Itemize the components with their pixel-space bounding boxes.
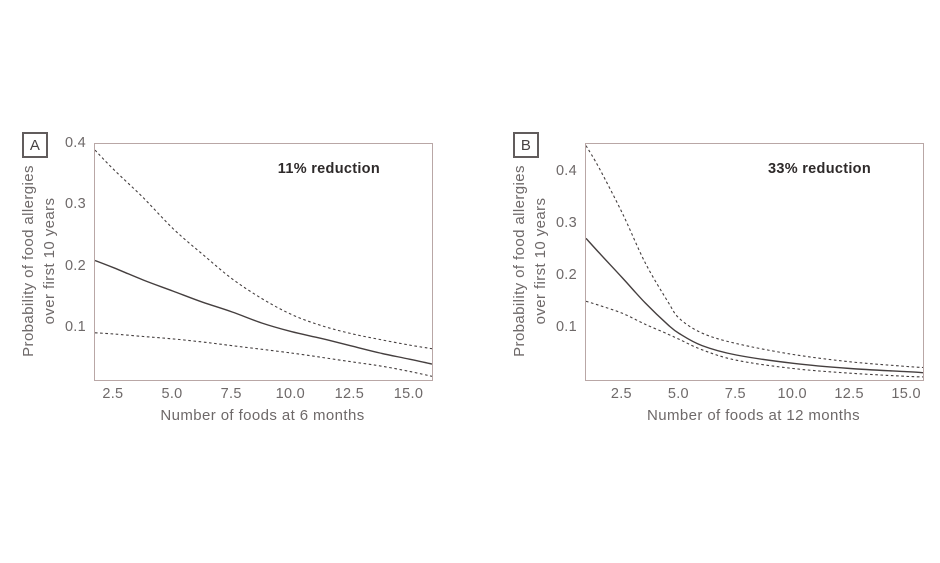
series-mean-probability bbox=[95, 259, 432, 365]
x-axis-label-b: Number of foods at 12 months bbox=[647, 407, 860, 424]
y-axis-label-line1: Probability of food allergies bbox=[20, 165, 37, 357]
y-tick-labels-b: 0.4 0.3 0.2 0.1 bbox=[531, 143, 577, 379]
curves-svg-a bbox=[95, 149, 432, 377]
panel-a: A Probability of food allergies over fir… bbox=[20, 132, 433, 424]
x-tick-label: 12.5 bbox=[834, 386, 864, 402]
reduction-annotation-a: 11% reduction bbox=[277, 161, 380, 177]
x-tick-label: 2.5 bbox=[102, 386, 124, 402]
y-tick-labels-a: 0.4 0.3 0.2 0.1 bbox=[40, 135, 86, 379]
x-axis-label-a: Number of foods at 6 months bbox=[160, 407, 365, 424]
series-lower-confidence-bound bbox=[95, 332, 432, 377]
x-tick-label: 15.0 bbox=[393, 386, 424, 402]
panel-b-label: B bbox=[520, 136, 532, 154]
series-upper-confidence-bound bbox=[586, 145, 923, 369]
y-axis-label-line1: Probability of food allergies bbox=[511, 165, 528, 357]
panel-b-label-box: B bbox=[513, 132, 539, 158]
x-tick-label: 7.5 bbox=[724, 386, 746, 402]
x-tick-label: 7.5 bbox=[220, 386, 242, 402]
x-tick-label: 5.0 bbox=[161, 386, 183, 402]
x-tick-labels-a: 2.5 5.0 7.5 10.0 12.5 15.0 bbox=[94, 386, 431, 406]
plot-area-a: 11% reduction bbox=[94, 143, 433, 381]
y-tick-label: 0.1 bbox=[64, 318, 86, 335]
x-tick-label: 5.0 bbox=[667, 386, 689, 402]
series-mean-probability bbox=[586, 237, 923, 374]
y-tick-label: 0.3 bbox=[555, 214, 577, 231]
y-tick-label: 0.2 bbox=[64, 257, 86, 274]
y-tick-label: 0.4 bbox=[64, 135, 86, 151]
plot-area-b: 33% reduction bbox=[585, 143, 924, 381]
x-tick-label: 12.5 bbox=[334, 386, 365, 402]
y-tick-label: 0.2 bbox=[555, 266, 577, 283]
series-upper-confidence-bound bbox=[95, 149, 432, 350]
x-tick-label: 10.0 bbox=[275, 386, 306, 402]
x-tick-labels-b: 2.5 5.0 7.5 10.0 12.5 15.0 bbox=[585, 386, 922, 406]
y-tick-label: 0.4 bbox=[555, 162, 577, 179]
x-tick-label: 15.0 bbox=[891, 386, 921, 402]
y-tick-label: 0.3 bbox=[64, 196, 86, 213]
panel-a-label: A bbox=[29, 136, 41, 154]
y-tick-label: 0.1 bbox=[555, 318, 577, 335]
reduction-annotation-b: 33% reduction bbox=[767, 161, 871, 177]
series-lower-confidence-bound bbox=[586, 300, 923, 378]
x-tick-label: 10.0 bbox=[777, 386, 807, 402]
panel-b: B Probability of food allergies over fir… bbox=[491, 0, 940, 563]
panel-a-label-box: A bbox=[22, 132, 48, 158]
x-tick-label: 2.5 bbox=[610, 386, 632, 402]
curves-svg-b bbox=[586, 145, 923, 378]
